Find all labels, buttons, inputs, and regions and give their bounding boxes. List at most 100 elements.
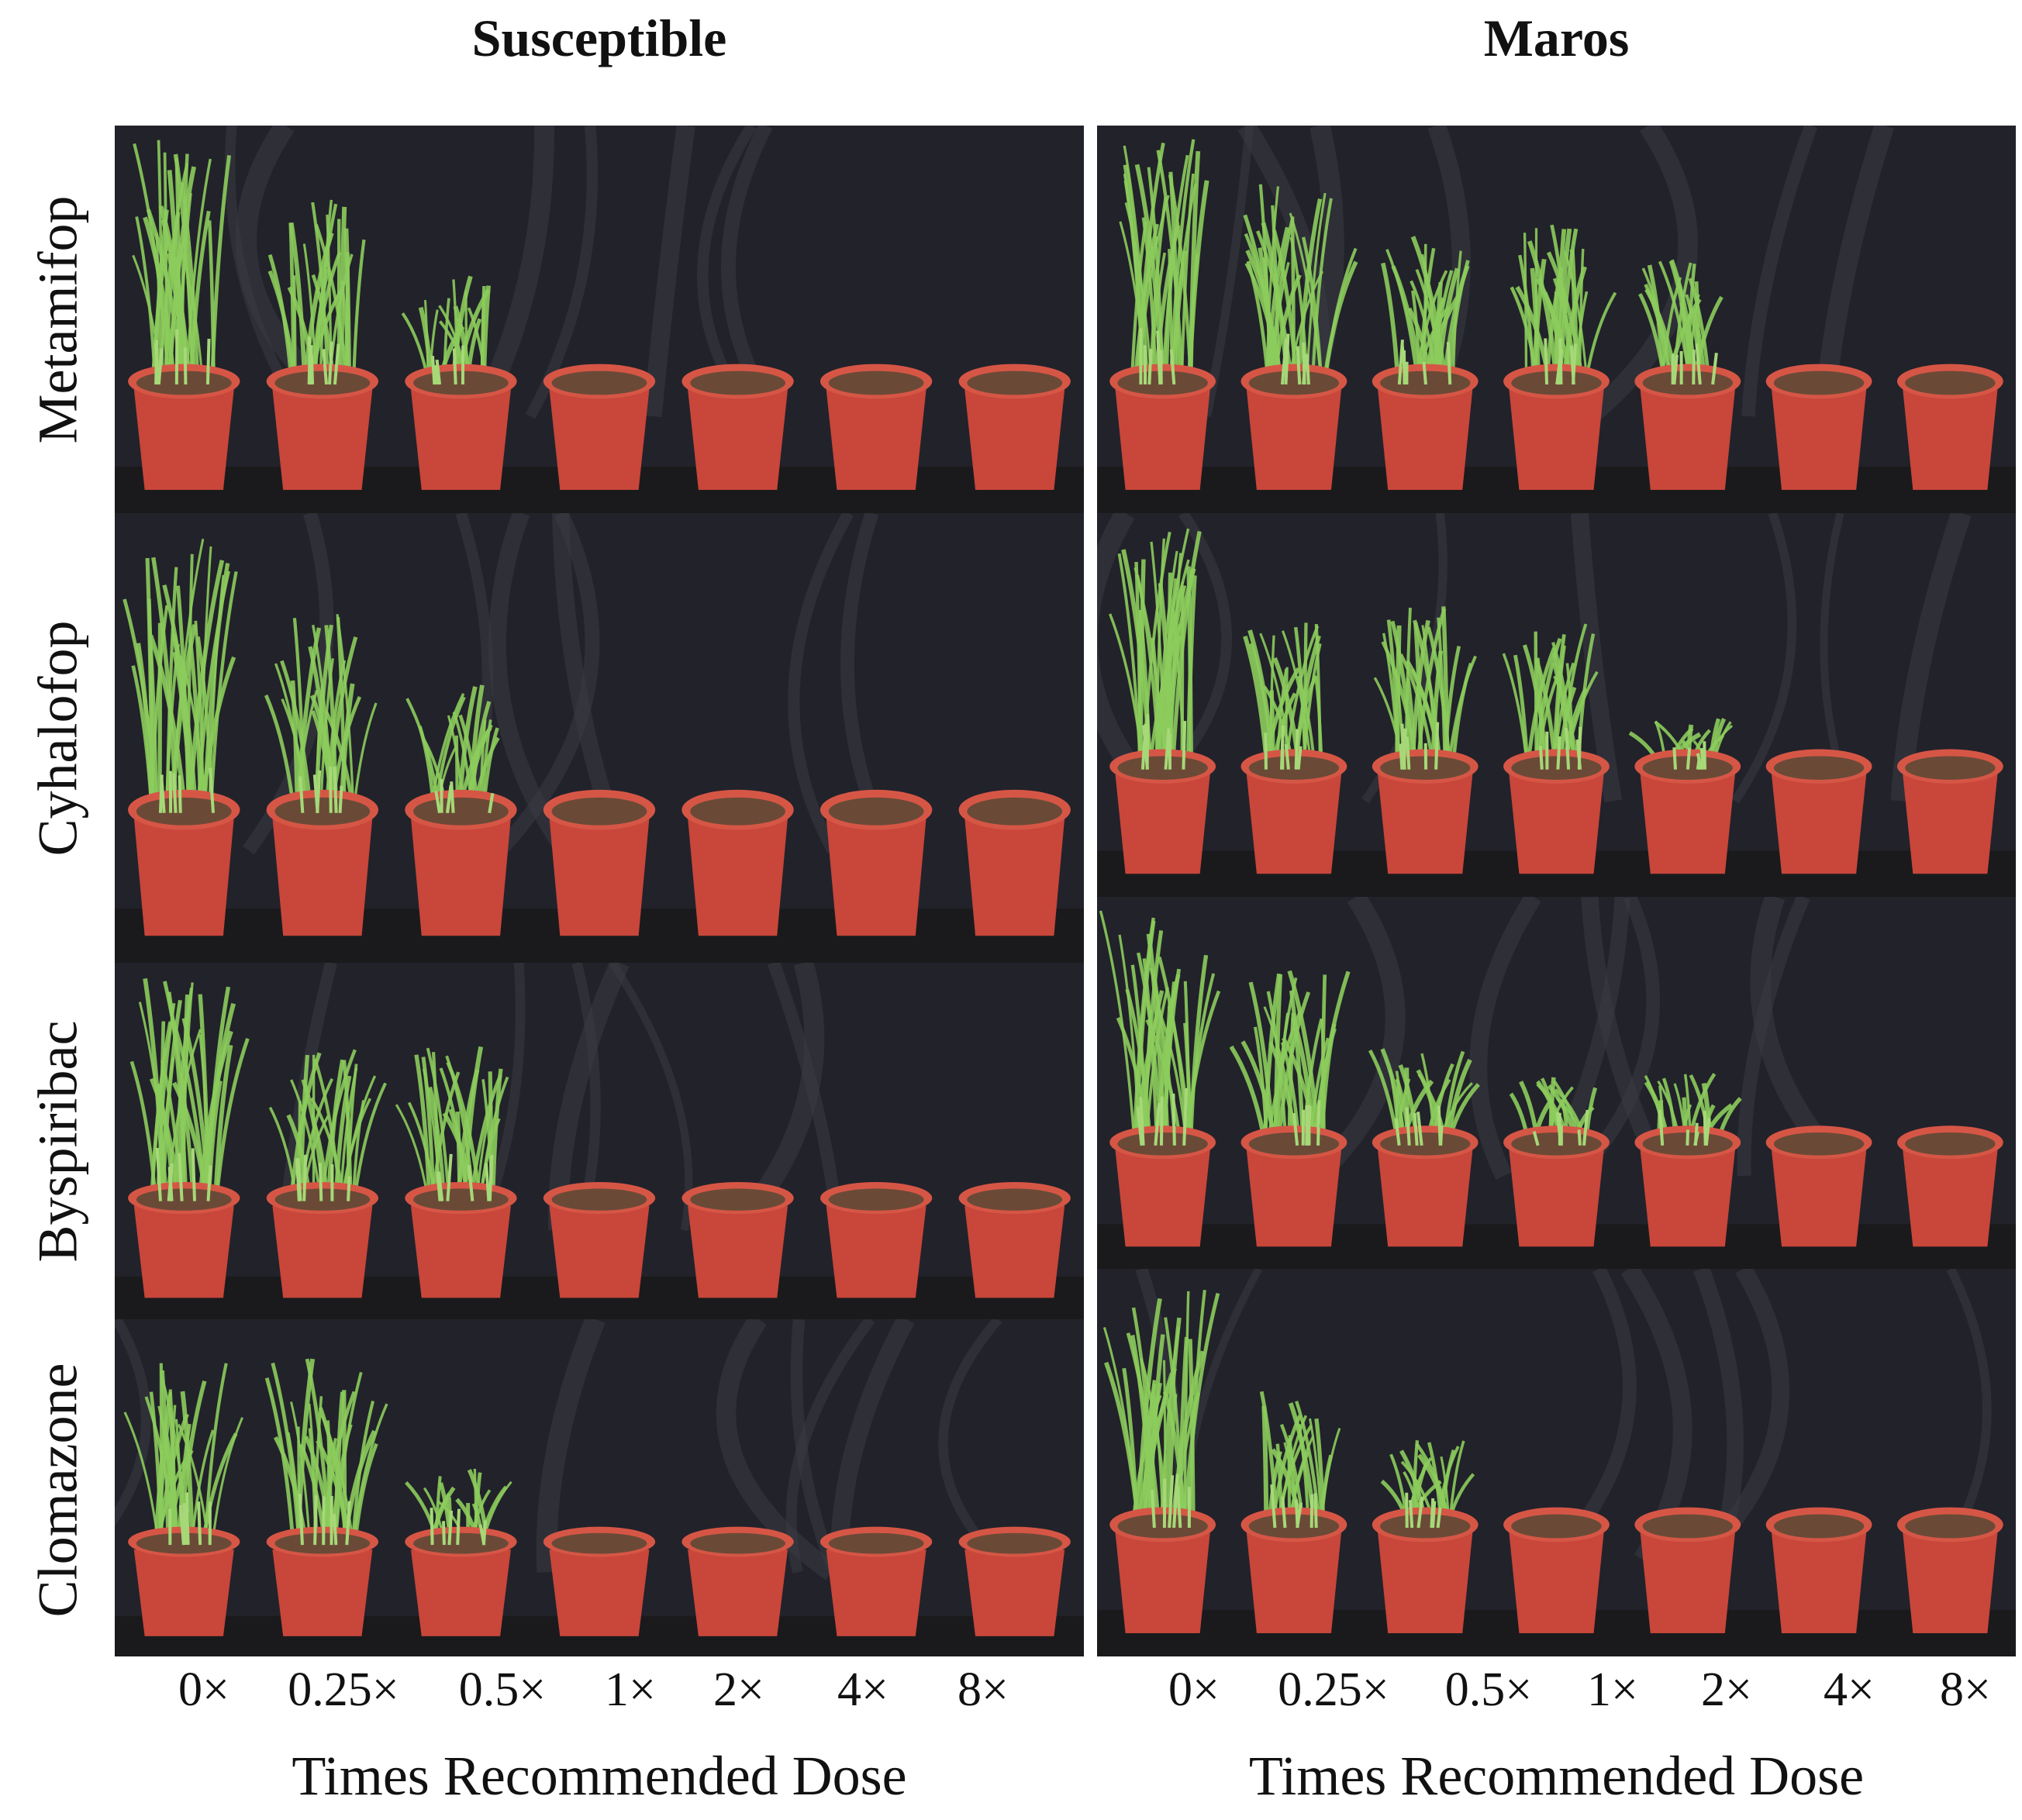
grass-stem [488, 792, 495, 814]
pot [681, 1181, 794, 1298]
grass-blade [318, 1407, 350, 1547]
pot [1372, 1440, 1479, 1633]
pot-body [1378, 1532, 1473, 1633]
grass-blade [1248, 981, 1275, 1147]
pot-soil [1773, 756, 1865, 780]
grass-stem [1416, 1496, 1424, 1529]
pot-body [964, 1205, 1065, 1298]
grass-stem [1658, 1109, 1665, 1146]
pot-body [1246, 774, 1342, 874]
pot [958, 1526, 1071, 1636]
grass-stem [1693, 1131, 1699, 1146]
pot-soil [1117, 1514, 1208, 1539]
pot-soil [967, 1532, 1063, 1554]
grass-blade [1390, 620, 1415, 771]
row-label-byspiribac: Byspiribac [26, 1020, 89, 1262]
pot-body [1903, 1532, 1998, 1633]
grass-blade [166, 166, 197, 387]
grass-blade [1153, 225, 1181, 387]
pot-body [1115, 1150, 1210, 1247]
grass-stem [1431, 1501, 1437, 1529]
pot-soil [1905, 371, 1996, 395]
grass-stem [167, 1167, 174, 1201]
pot [1503, 224, 1617, 490]
grass-blade [180, 181, 200, 387]
pot-soil [413, 371, 509, 395]
pot [1634, 1507, 1741, 1633]
grass-stem [1145, 714, 1150, 770]
grass-blade [160, 999, 182, 1203]
pot-soil [1773, 371, 1865, 395]
grass-stem [1558, 338, 1563, 385]
grass-stem [158, 774, 164, 813]
pot-body [1509, 774, 1604, 874]
grass-stem [322, 349, 329, 385]
pot [128, 140, 240, 490]
grass-stem [1699, 748, 1705, 770]
pot-soil [690, 1188, 785, 1211]
pot [543, 364, 656, 490]
grass-blade [1140, 1367, 1178, 1530]
grass-stem [1302, 342, 1306, 385]
grass-stem [1446, 342, 1452, 385]
grass-stem [298, 1493, 304, 1546]
grass-stem [206, 1165, 212, 1201]
grass-blade [147, 605, 159, 815]
grass-stem [1294, 729, 1299, 770]
grass-blade [1413, 619, 1443, 771]
pot [1372, 236, 1479, 490]
grass-stem [328, 341, 333, 385]
grass-stem [209, 767, 216, 813]
pot-body [410, 389, 511, 490]
pot-soil [1248, 371, 1340, 395]
grass-stem [155, 1147, 162, 1201]
pot-soil [413, 1188, 509, 1211]
grass-stem [205, 338, 211, 385]
grass-stem [1569, 345, 1575, 385]
grass-blade [209, 570, 238, 815]
pot-soil [828, 797, 924, 826]
grass-stem [1704, 1117, 1711, 1146]
cloth-fold [1583, 126, 1698, 424]
grass-stem [467, 1164, 474, 1201]
grass-stem [1280, 338, 1288, 385]
pot [543, 1181, 656, 1298]
grass-stem [1182, 1088, 1189, 1146]
grass-blade [131, 665, 154, 815]
pot-body [410, 1549, 511, 1636]
pot [1896, 1507, 2003, 1633]
grass-blade [167, 170, 184, 387]
pot-body [549, 817, 650, 936]
pot [1372, 606, 1479, 874]
grass-blade [1183, 1291, 1190, 1530]
pot-soil [1248, 756, 1340, 780]
grass-blade [1441, 606, 1450, 771]
grass-blade [1437, 617, 1447, 771]
cloth-fold [115, 1319, 151, 1526]
pot-body [826, 389, 926, 490]
grass-stem [1136, 1106, 1144, 1146]
pot [1102, 1290, 1220, 1633]
grass-stem [1672, 747, 1678, 770]
pot-soil [136, 1188, 232, 1211]
grass-stem [1296, 746, 1303, 770]
photo-maros-metamifop [1097, 126, 2016, 513]
grass-blade [159, 1021, 166, 1203]
pot-soil [274, 371, 371, 395]
cloth-fold [643, 126, 695, 418]
axis-title-maros: Times Recommended Dose [1248, 1745, 1865, 1807]
pot-body [964, 1549, 1065, 1636]
grass-blade [214, 1038, 250, 1203]
pot-body [1640, 1150, 1735, 1247]
pot-body [826, 1205, 926, 1298]
pot-body [688, 1549, 788, 1636]
grass-stem [1703, 741, 1706, 770]
grass-stem [1400, 343, 1408, 385]
pot-soil [551, 1188, 647, 1211]
pot [122, 538, 240, 936]
pot-body [688, 389, 788, 490]
grass-stem [447, 1510, 454, 1546]
pot-body [1771, 774, 1867, 874]
pot-body [1640, 1532, 1735, 1633]
photo-maros-clomazone [1097, 1269, 2016, 1656]
